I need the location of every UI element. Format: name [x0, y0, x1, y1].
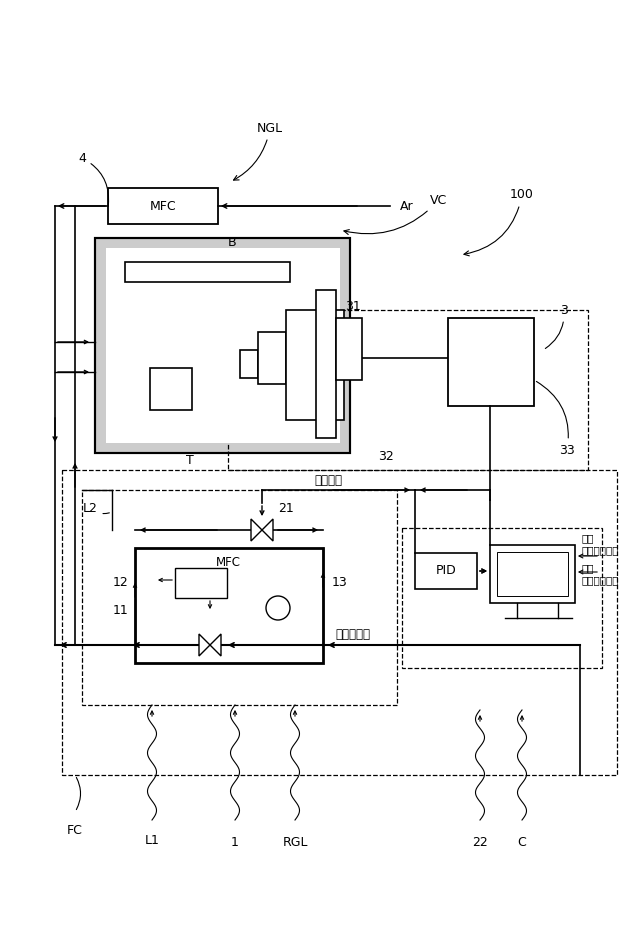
Text: Ar: Ar — [400, 199, 413, 212]
Text: 31: 31 — [345, 300, 361, 313]
Bar — [497, 552, 568, 596]
Bar — [82, 490, 397, 705]
Text: B: B — [228, 237, 236, 250]
Bar — [240, 350, 258, 378]
Bar — [106, 248, 340, 443]
Bar — [175, 568, 227, 598]
Bar — [228, 310, 588, 470]
Text: L1: L1 — [145, 833, 159, 846]
Text: MFC: MFC — [216, 555, 241, 569]
Text: 21: 21 — [278, 501, 294, 514]
Bar — [108, 188, 218, 224]
Bar — [258, 332, 286, 384]
Text: NGL: NGL — [234, 121, 283, 180]
Bar — [95, 238, 350, 453]
Text: 33: 33 — [536, 381, 575, 457]
Text: 100: 100 — [464, 188, 534, 256]
Text: 測定: 測定 — [582, 533, 595, 543]
Text: T: T — [186, 454, 194, 467]
Bar — [490, 545, 575, 603]
Text: 開度信号: 開度信号 — [314, 473, 342, 487]
Text: L2: L2 — [83, 501, 109, 514]
Bar — [286, 310, 344, 420]
Text: FC: FC — [67, 824, 83, 837]
Text: 22: 22 — [472, 835, 488, 848]
Bar — [415, 553, 477, 589]
Text: PID: PID — [436, 565, 456, 578]
Bar — [135, 548, 323, 663]
Bar — [62, 470, 617, 775]
Bar — [402, 528, 602, 668]
Bar — [448, 318, 534, 406]
Text: C: C — [518, 835, 526, 848]
Text: 11: 11 — [112, 604, 128, 616]
Bar — [336, 318, 362, 380]
Polygon shape — [262, 519, 273, 541]
Text: 13: 13 — [332, 575, 348, 588]
Text: 1: 1 — [231, 835, 239, 848]
Polygon shape — [210, 634, 221, 656]
Text: 3: 3 — [545, 304, 568, 349]
Bar — [316, 290, 336, 438]
Bar — [150, 368, 192, 410]
Polygon shape — [251, 519, 262, 541]
Text: 32: 32 — [378, 450, 394, 463]
Bar — [125, 262, 290, 282]
Text: RGL: RGL — [282, 835, 308, 848]
Polygon shape — [199, 634, 210, 656]
Text: 12: 12 — [112, 575, 128, 588]
Text: プラズマ強度: プラズマ強度 — [582, 575, 620, 585]
Bar — [95, 238, 350, 453]
Text: 反応性ガス: 反応性ガス — [335, 628, 370, 641]
Text: MFC: MFC — [150, 199, 176, 212]
Text: プラズマ強度: プラズマ強度 — [582, 545, 620, 555]
Text: 4: 4 — [78, 152, 109, 205]
Text: 設定: 設定 — [582, 563, 595, 573]
Text: VC: VC — [344, 194, 447, 235]
